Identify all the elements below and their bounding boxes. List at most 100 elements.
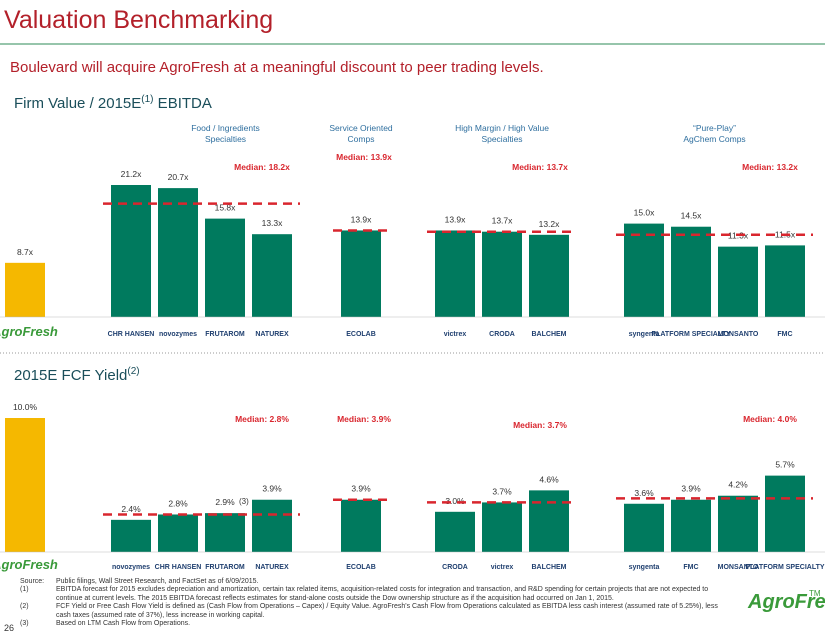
- bar: [765, 245, 805, 317]
- chart-title-sup: (1): [141, 94, 153, 105]
- value-label: 15.0x: [634, 208, 656, 218]
- company-logo: novozymes: [159, 331, 197, 338]
- bar: [671, 226, 711, 317]
- footnote-text: Public filings, Wall Street Research, an…: [56, 578, 259, 585]
- bar: [435, 511, 475, 552]
- slide-title: Valuation Benchmarking: [4, 6, 273, 34]
- group-label: Comps: [348, 134, 375, 144]
- value-label: 14.5x: [681, 211, 703, 221]
- company-logo: FMC: [683, 564, 698, 571]
- company-logo: novozymes: [112, 564, 150, 571]
- median-label: Median: 3.7%: [513, 420, 567, 430]
- company-logo: syngenta: [629, 564, 660, 571]
- value-label: 21.2x: [121, 169, 143, 179]
- value-label: 5.7%: [775, 460, 795, 470]
- company-logo: AgroFresh: [0, 557, 58, 572]
- chart-title: Firm Value / 2015E(1) EBITDA: [14, 94, 212, 112]
- value-label: 13.3x: [262, 218, 284, 228]
- company-logo: victrex: [491, 564, 514, 571]
- company-logo: BALCHEM: [532, 331, 567, 338]
- value-label: 13.9x: [445, 214, 467, 224]
- bar: [5, 262, 45, 317]
- company-logo: victrex: [444, 331, 467, 338]
- company-logo: CRODA: [442, 564, 468, 571]
- footnote: (2) FCF Yield or Free Cash Flow Yield is …: [20, 603, 720, 620]
- company-logo: BALCHEM: [532, 564, 567, 571]
- bar: [341, 499, 381, 552]
- value-label: 2.8%: [168, 498, 188, 508]
- bar: [158, 188, 198, 317]
- value-label: 3.0%: [445, 496, 465, 506]
- company-logo: FRUTAROM: [205, 564, 245, 571]
- group-label: Specialties: [205, 134, 246, 144]
- footnote: Source: Public filings, Wall Street Resea…: [20, 578, 720, 586]
- group-label: High Margin / High Value: [455, 123, 549, 133]
- chart-title: 2015E FCF Yield(2): [14, 366, 140, 384]
- bar: [624, 223, 664, 317]
- brand-mark: TM: [809, 589, 821, 598]
- company-logo: PLATFORM SPECIALTY: [651, 331, 730, 338]
- value-label: 8.7x: [17, 247, 34, 257]
- median-label: Median: 18.2x: [234, 162, 290, 172]
- bar: [5, 418, 45, 552]
- median-label: Median: 3.9%: [337, 414, 391, 424]
- median-label: Median: 4.0%: [743, 414, 797, 424]
- footnote-marker: (3): [20, 620, 29, 628]
- company-logo: PLATFORM SPECIALTY: [745, 564, 824, 571]
- chart-title-end: EBITDA: [154, 95, 212, 112]
- bar: [111, 519, 151, 552]
- footnote-marker: (1): [20, 586, 29, 594]
- value-label: 2.9%: [215, 497, 235, 507]
- median-label: Median: 13.9x: [336, 152, 392, 162]
- chart-title-main: 2015E FCF Yield: [14, 367, 127, 384]
- value-label: 13.9x: [351, 214, 373, 224]
- value-label: 3.9%: [351, 484, 371, 494]
- value-label: 15.8x: [215, 203, 237, 213]
- chart-title-sup: (2): [127, 366, 139, 377]
- footnote-text: Based on LTM Cash Flow from Operations.: [56, 620, 191, 628]
- footnote-marker: (2): [20, 603, 29, 611]
- value-label: 13.2x: [539, 219, 561, 229]
- median-label: Median: 2.8%: [235, 414, 289, 424]
- bar: [435, 230, 475, 317]
- value-label: 13.7x: [492, 216, 514, 226]
- bar: [482, 502, 522, 552]
- bar: [718, 246, 758, 317]
- bar: [671, 499, 711, 552]
- company-logo: FRUTAROM: [205, 331, 245, 338]
- company-logo: MONSANTO: [718, 564, 759, 571]
- bar: [529, 234, 569, 317]
- company-logo: CRODA: [489, 331, 515, 338]
- footnote-text: EBITDA forecast for 2015 excludes deprec…: [56, 586, 709, 602]
- value-label: 3.6%: [634, 488, 654, 498]
- footnote: (3) Based on LTM Cash Flow from Operation…: [20, 620, 720, 628]
- bar: [765, 475, 805, 552]
- bar: [624, 503, 664, 552]
- company-logo: ECOLAB: [346, 331, 376, 338]
- company-logo: CHR HANSEN: [108, 331, 155, 338]
- company-logo: NATUREX: [255, 564, 289, 571]
- value-label: 2.4%: [121, 504, 141, 514]
- bar: [111, 185, 151, 317]
- group-label: AgChem Comps: [683, 134, 745, 144]
- footnote-marker: Source:: [20, 578, 45, 585]
- median-label: Median: 13.2x: [742, 162, 798, 172]
- group-label: Specialties: [481, 134, 522, 144]
- company-logo: NATUREX: [255, 331, 289, 338]
- footnotes: Source: Public filings, Wall Street Resea…: [20, 578, 720, 628]
- company-logo: FMC: [777, 331, 792, 338]
- chart-title-main: Firm Value / 2015E: [14, 95, 141, 112]
- bar: [529, 490, 569, 552]
- group-label: Service Oriented: [329, 123, 393, 133]
- value-label: 20.7x: [168, 172, 190, 182]
- value-label: 4.6%: [539, 474, 559, 484]
- bar: [205, 513, 245, 552]
- slide-subtitle: Boulevard will acquire AgroFresh at a me…: [10, 59, 544, 76]
- bar: [341, 230, 381, 317]
- value-label: 3.9%: [262, 484, 282, 494]
- bar: [252, 234, 292, 317]
- company-logo: ECOLAB: [346, 564, 376, 571]
- bar: [205, 218, 245, 317]
- company-logo: AgroFresh: [0, 324, 58, 339]
